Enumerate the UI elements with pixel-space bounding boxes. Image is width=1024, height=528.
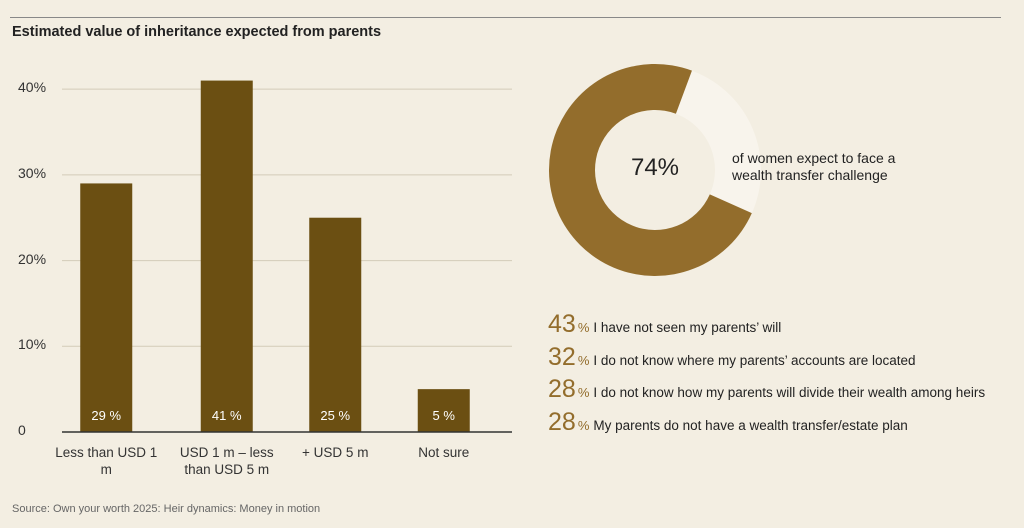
x-tick-label: + USD 5 m [302,445,369,460]
value-label: 25 % [320,408,351,423]
stat-row: 32% I do not know where my parents’ accou… [548,343,916,372]
stat-unit: % [577,353,590,368]
donut-value-label: 74% [630,154,680,181]
y-tick-label: 0 [18,422,26,438]
bar [80,183,133,432]
stat-row: 28% I do not know how my parents will div… [548,375,985,404]
value-label: 29 % [91,408,122,423]
stat-value: 28 [548,375,576,403]
stat-text: I do not know how my parents will divide… [593,385,986,400]
bar [417,389,470,432]
chart-title: Estimated value of inheritance expected … [12,24,382,40]
y-tick-label: 40% [18,79,47,96]
stat-value: 28 [548,408,576,436]
y-tick-label: 30% [18,164,47,181]
x-tick-label: Less than USD 1 m [55,445,158,477]
value-label: 5 % [432,408,455,423]
source-note: Source: Own your worth 2025: Heir dynami… [12,503,321,515]
stat-text: I have not seen my parents’ will [593,320,782,335]
stat-text: My parents do not have a wealth transfer… [593,418,908,433]
donut-segment [549,64,752,277]
x-tick-label: Not sure [418,445,470,460]
stat-text: I do not know where my parents’ accounts… [593,353,916,368]
donut-caption: of women expect to face a wealth transfe… [732,150,896,183]
value-label: 41 % [211,408,242,423]
stat-value: 32 [548,343,576,371]
stat-row: 43% I have not seen my parents’ will [548,310,781,339]
y-tick-label: 20% [18,250,47,267]
stat-row: 28% My parents do not have a wealth trans… [548,408,908,437]
stat-value: 43 [548,310,576,338]
stat-unit: % [577,418,590,433]
stat-unit: % [577,320,590,335]
bar [200,80,253,433]
y-tick-label: 10% [18,336,47,353]
stat-unit: % [577,385,590,400]
x-tick-label: USD 1 m – less than USD 5 m [179,445,274,477]
bar [309,217,362,432]
